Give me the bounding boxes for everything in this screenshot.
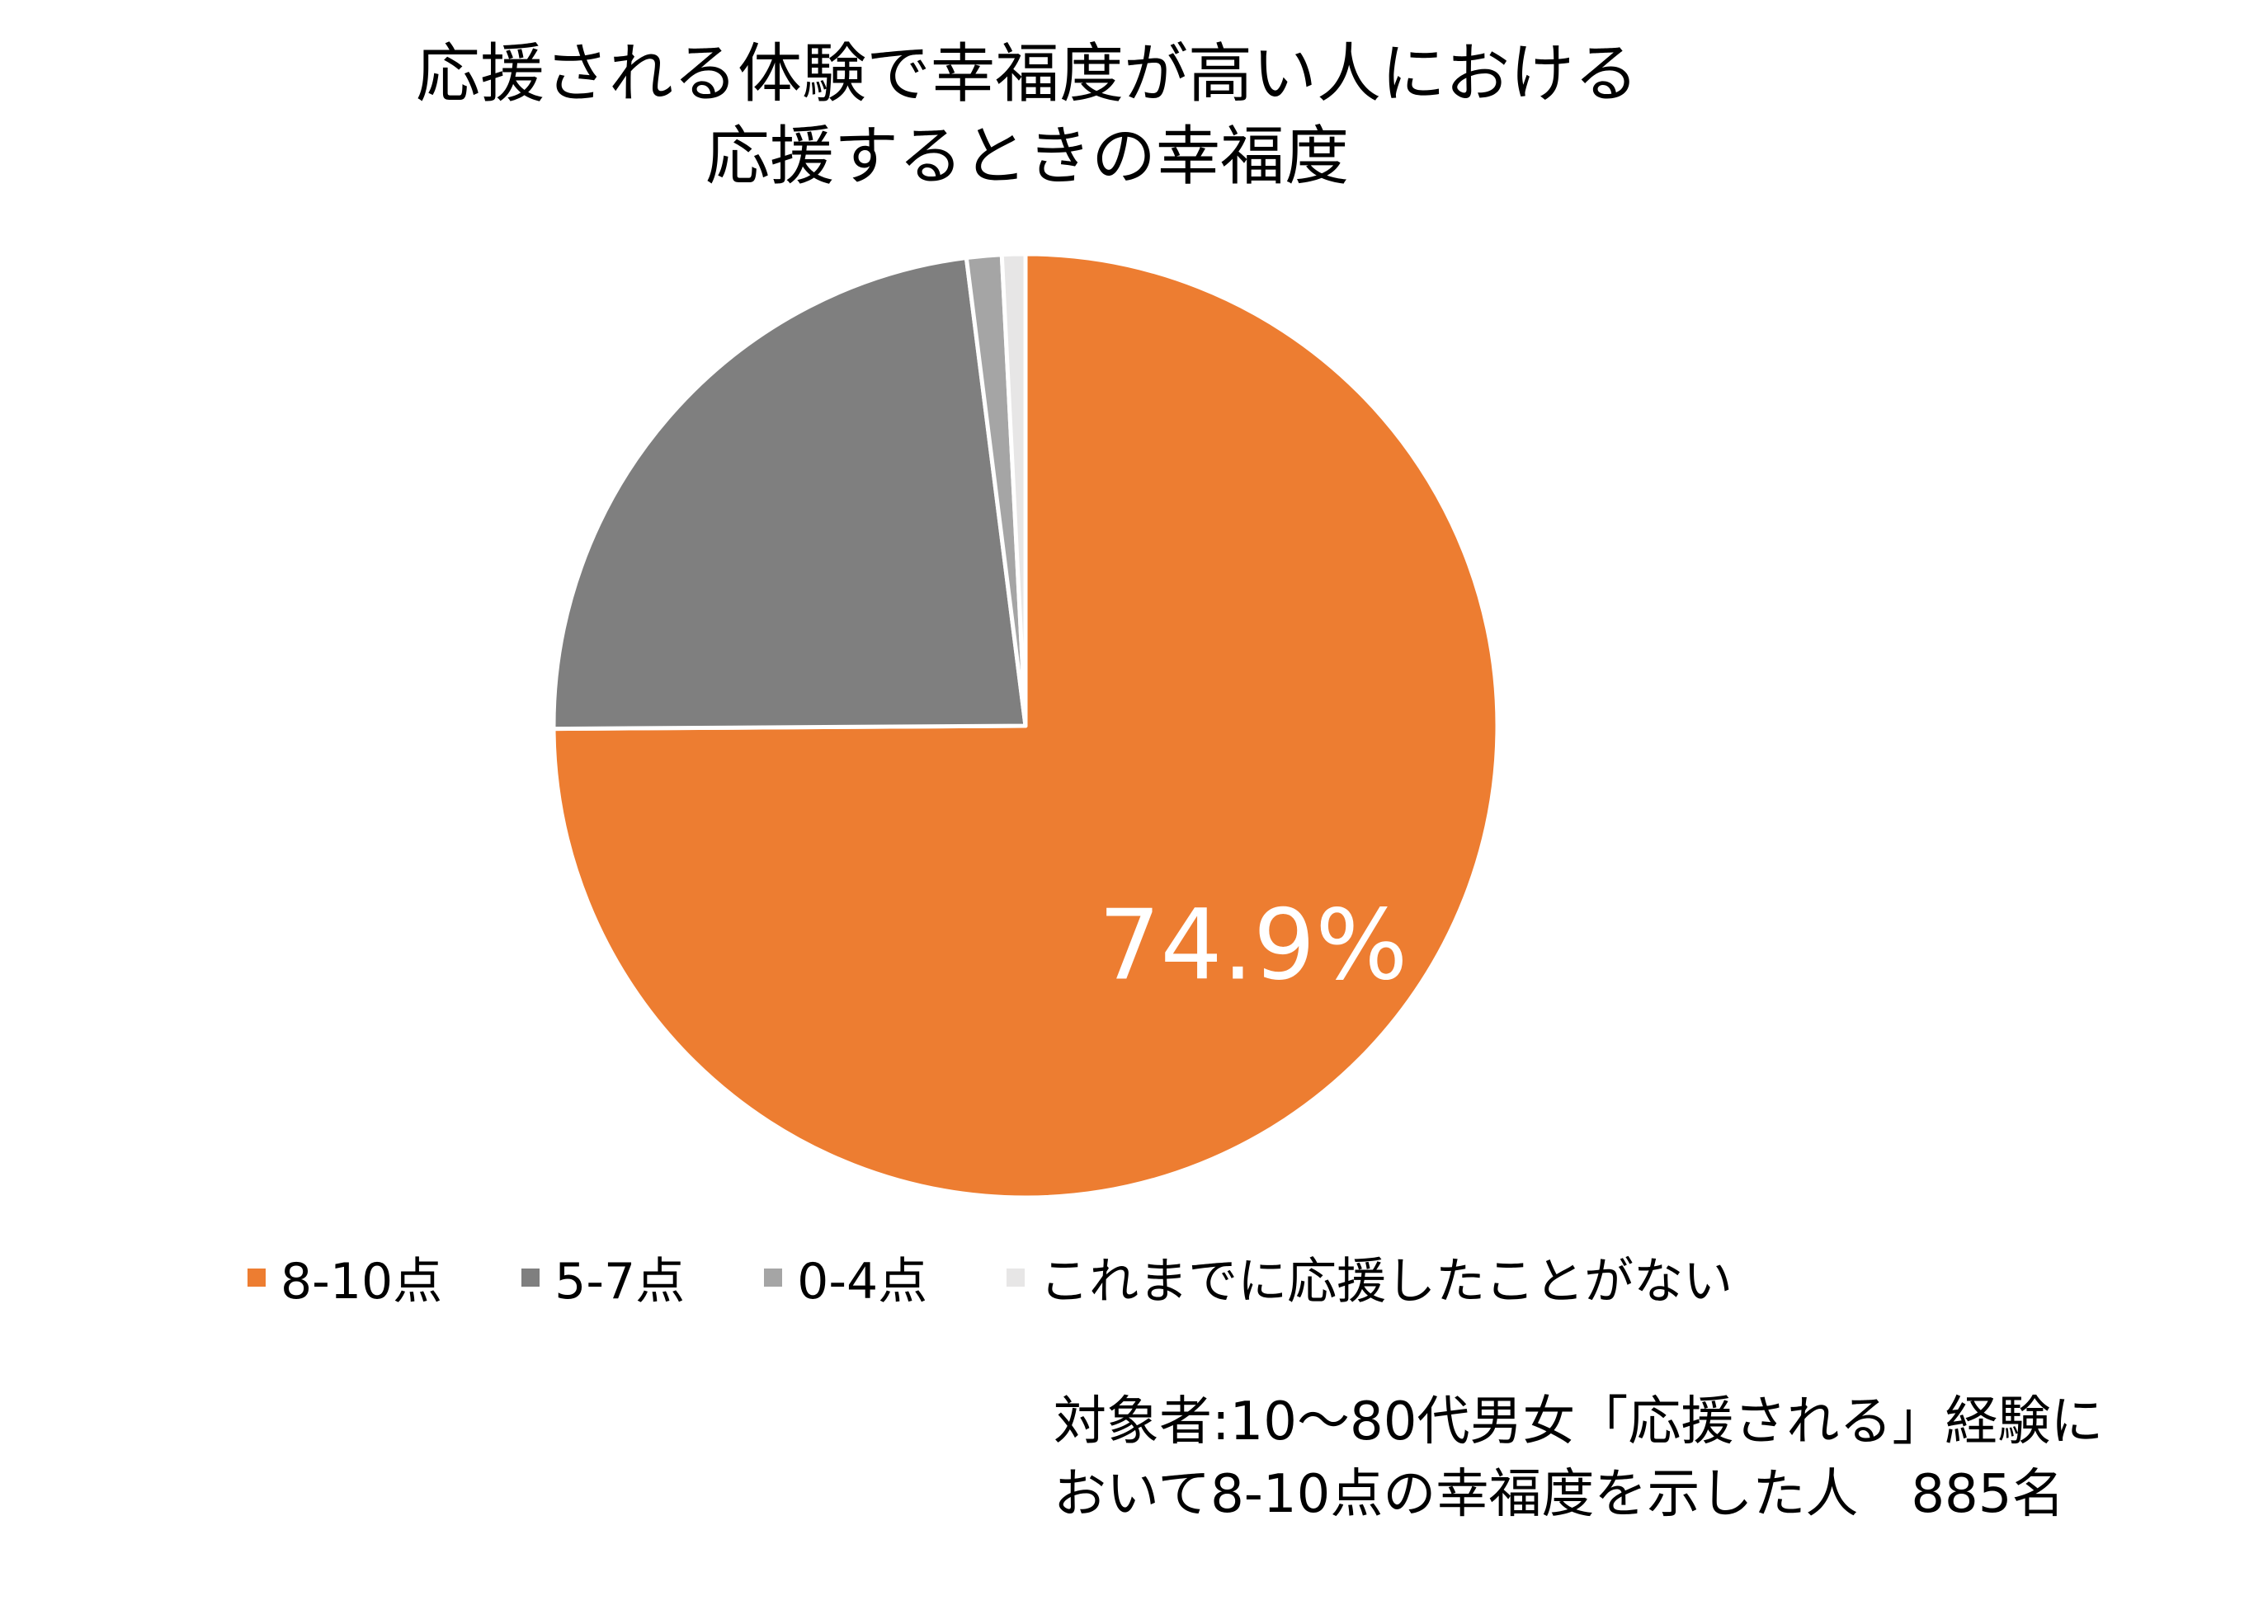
legend-item-0-4: 0-4点	[764, 1241, 927, 1313]
respondent-note-line-2: おいて8-10点の幸福度を示した人 885名	[1054, 1464, 2065, 1525]
legend-label-0-4: 0-4点	[797, 1253, 928, 1311]
legend-swatch-never	[1007, 1268, 1026, 1287]
respondent-note: 対象者:10～80代男女「応援される」経験に おいて8-10点の幸福度を示した人…	[1054, 1386, 2103, 1531]
data-label-8-10: 74.9%	[1098, 887, 1407, 1001]
legend-swatch-8-10	[248, 1268, 266, 1287]
pie-slice-never	[999, 252, 1028, 728]
legend-swatch-0-4	[764, 1268, 783, 1287]
pie-slice-8-10	[551, 252, 1500, 1200]
legend-label-never: これまでに応援したことがない	[1040, 1253, 1733, 1311]
legend-label-8-10: 8-10点	[281, 1253, 443, 1311]
chart-title-line-2: 応援するときの幸福度	[705, 120, 1349, 194]
legend-label-5-7: 5-7点	[554, 1253, 686, 1311]
legend-swatch-5-7	[521, 1268, 540, 1287]
legend-item-never: これまでに応援したことがない	[1007, 1241, 1733, 1313]
pie-slice-5-7	[551, 256, 1028, 732]
respondent-note-line-1: 対象者:10～80代男女「応援される」経験に	[1054, 1391, 2104, 1452]
legend-item-8-10: 8-10点	[248, 1241, 442, 1313]
legend-item-5-7: 5-7点	[521, 1241, 685, 1313]
chart-title: 応援される体験で幸福度が高い人における 応援するときの幸福度	[0, 33, 2054, 198]
legend: 8-10点 5-7点 0-4点 これまでに応援したことがない	[248, 1241, 1733, 1313]
chart-title-line-1: 応援される体験で幸福度が高い人における	[415, 37, 1639, 111]
